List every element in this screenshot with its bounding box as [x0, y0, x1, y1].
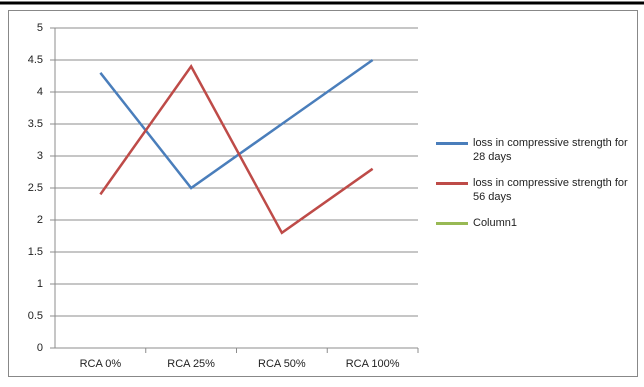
legend-swatch: [436, 142, 468, 145]
x-tick-label: RCA 50%: [258, 358, 306, 370]
legend-label: loss in compressive strength for 28 days: [473, 137, 628, 163]
legend-label: loss in compressive strength for 56 days: [473, 177, 628, 203]
y-tick-label: 1: [37, 278, 43, 290]
y-tick-label: 3: [37, 150, 43, 162]
legend-entry: Column1: [436, 216, 636, 230]
y-tick-label: 4: [37, 86, 43, 98]
y-tick-label: 1.5: [28, 246, 43, 258]
y-tick-label: 2: [37, 214, 43, 226]
x-tick-label: RCA 100%: [346, 358, 400, 370]
x-tick-label: RCA 0%: [80, 358, 122, 370]
y-tick-label: 5: [37, 22, 43, 34]
y-tick-label: 4.5: [28, 54, 43, 66]
y-tick-label: 2.5: [28, 182, 43, 194]
y-tick-label: 3.5: [28, 118, 43, 130]
chart-border: [8, 10, 638, 377]
legend: loss in compressive strength for 28 days…: [436, 136, 636, 242]
y-tick-label: 0.5: [28, 310, 43, 322]
legend-swatch: [436, 182, 468, 185]
legend-swatch: [436, 222, 468, 225]
legend-entry: loss in compressive strength for 56 days: [436, 176, 636, 204]
series-line: [99, 64, 374, 235]
legend-label: Column1: [473, 217, 518, 229]
y-tick-label: 0: [37, 342, 43, 354]
legend-entry: loss in compressive strength for 28 days: [436, 136, 636, 164]
x-tick-label: RCA 25%: [167, 358, 215, 370]
